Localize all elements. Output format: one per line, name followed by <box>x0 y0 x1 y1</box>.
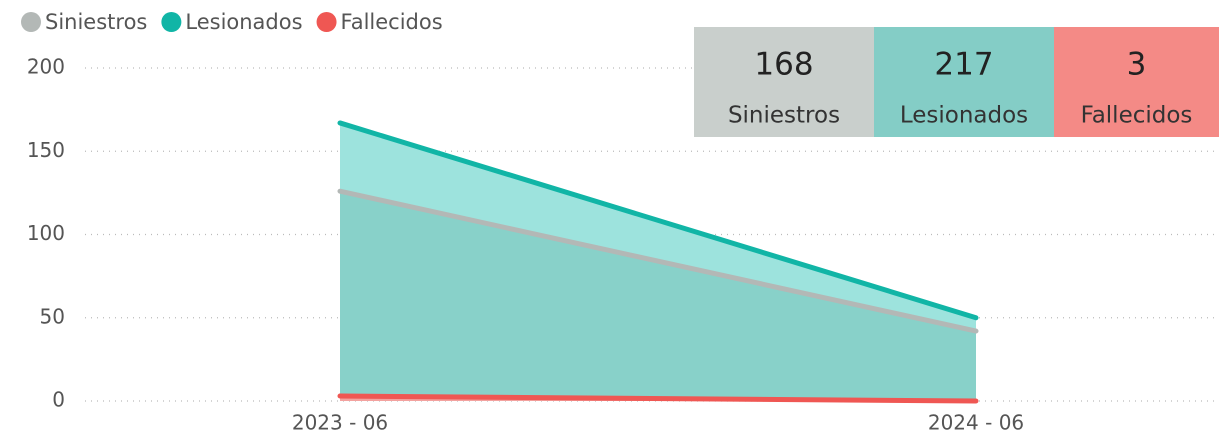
kpi-card <box>1054 27 1219 137</box>
line <box>337 188 979 334</box>
legend-marker <box>21 12 41 32</box>
kpi-card <box>694 27 874 137</box>
kpi-label: Fallecidos <box>1081 103 1193 129</box>
line <box>337 393 979 404</box>
y-tick-label: 0 <box>52 388 65 412</box>
kpi-value: 217 <box>934 47 993 83</box>
area <box>340 191 976 401</box>
kpi-value: 3 <box>1127 47 1147 83</box>
y-tick-label: 100 <box>27 221 65 245</box>
kpi-card <box>874 27 1054 137</box>
kpi-label: Siniestros <box>728 103 840 129</box>
line <box>337 120 979 321</box>
legend-label: Fallecidos <box>341 10 443 34</box>
legend-label: Lesionados <box>185 10 302 34</box>
kpi-label: Lesionados <box>900 103 1028 129</box>
x-tick-label: 2024 - 06 <box>928 411 1024 435</box>
y-tick-label: 200 <box>27 55 65 79</box>
legend-label: Siniestros <box>45 10 147 34</box>
y-tick-label: 150 <box>27 138 65 162</box>
y-tick-label: 50 <box>40 304 65 328</box>
legend-marker <box>316 12 337 32</box>
legend-marker <box>161 12 182 32</box>
x-tick-label: 2023 - 06 <box>292 411 388 435</box>
kpi-value: 168 <box>754 47 813 83</box>
